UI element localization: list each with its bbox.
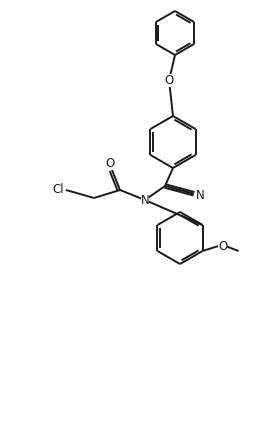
Text: O: O: [218, 240, 227, 253]
Text: N: N: [196, 189, 204, 202]
Text: N: N: [141, 194, 149, 207]
Text: O: O: [164, 73, 174, 86]
Text: O: O: [105, 156, 115, 169]
Text: Cl: Cl: [52, 182, 64, 195]
